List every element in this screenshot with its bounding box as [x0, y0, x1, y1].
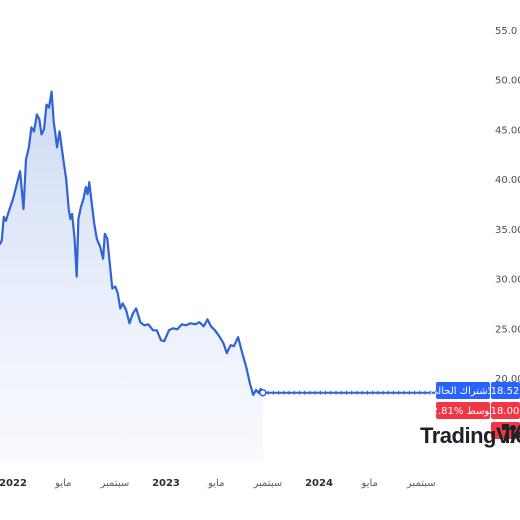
- badge-value-text: 18.00: [491, 406, 520, 417]
- x-tick-label: 2023: [152, 478, 180, 489]
- badge-value-text: 18.52: [491, 386, 520, 397]
- y-tick-label: 45.00: [495, 125, 520, 136]
- badge-value-bg: [491, 402, 520, 419]
- x-tick-label: 2022: [0, 478, 27, 489]
- badge-label-text: الاشتراك الحالي: [430, 386, 496, 397]
- badge-value-bg: [491, 382, 520, 399]
- x-tick-label: 2024: [305, 478, 333, 489]
- x-tick-label: مايو: [54, 478, 71, 489]
- y-tick-label: 25.00: [495, 324, 520, 335]
- x-tick-label: سبتمبر: [252, 478, 282, 489]
- tradingview-logo-icon: [502, 424, 520, 443]
- x-tick-label: مايو: [207, 478, 224, 489]
- badge-label-text: -2.81% متوسط: [428, 406, 498, 417]
- price-line-series: [0, 90, 264, 396]
- x-tick-label: سبتمبر: [406, 478, 436, 489]
- price-area-fill: [0, 91, 263, 462]
- y-tick-label: 20.00: [495, 374, 520, 385]
- x-tick-label: سبتمبر: [99, 478, 129, 489]
- badge-label-bg: [436, 402, 490, 419]
- y-axis: 55.0 50.00 45.00 40.00 35.00 30.00 25.00 20.00: [495, 26, 520, 385]
- x-axis: 2022 مايو سبتمبر 2023 مايو سبتمبر 2024 مايو سبتم…: [0, 478, 436, 489]
- last-price-point: [259, 388, 267, 397]
- y-tick-label: 55.0: [495, 26, 517, 37]
- badge-label-bg: [436, 382, 490, 399]
- y-tick-label: 35.00: [495, 225, 520, 236]
- y-tick-label: 30.00: [495, 275, 520, 286]
- y-tick-label: 40.00: [495, 175, 520, 186]
- x-tick-label: مايو: [361, 478, 378, 489]
- y-tick-label: 50.00: [495, 76, 520, 87]
- tradingview-watermark: TradingView: [420, 423, 520, 448]
